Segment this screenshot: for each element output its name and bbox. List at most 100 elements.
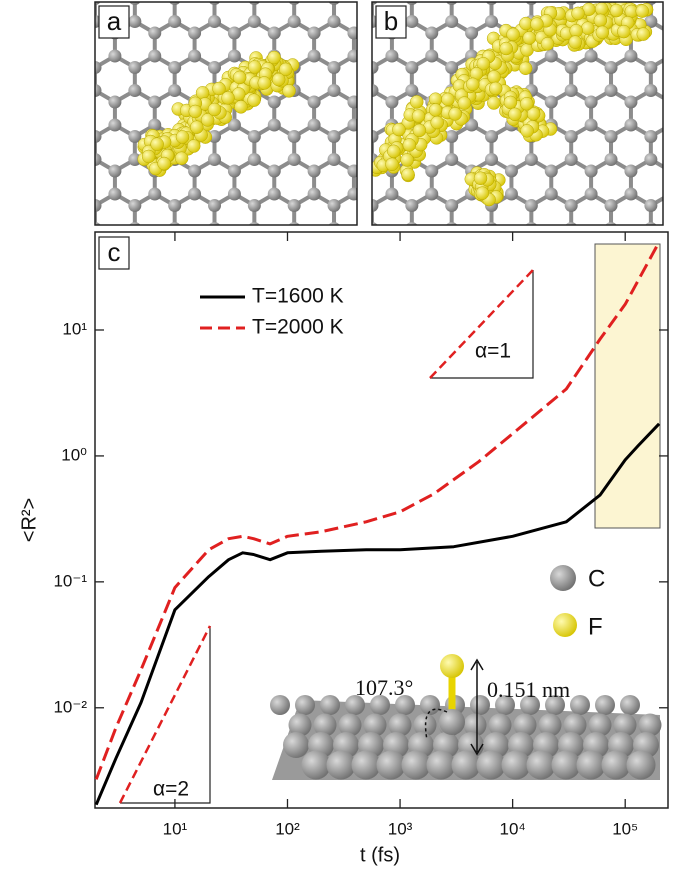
atom bbox=[405, 84, 418, 97]
panel-label: b bbox=[384, 6, 398, 36]
bond bbox=[55, 91, 75, 103]
bond bbox=[334, 229, 354, 241]
atom bbox=[108, 119, 121, 132]
bond bbox=[35, 229, 55, 241]
atom bbox=[425, 188, 438, 201]
atom bbox=[328, 15, 341, 28]
atom bbox=[465, 257, 478, 270]
fluorine-atom bbox=[413, 124, 426, 137]
atom bbox=[405, 15, 418, 28]
atom bbox=[288, 199, 301, 212]
atom bbox=[525, 199, 538, 212]
bond bbox=[234, 263, 254, 275]
carbon-atom bbox=[377, 751, 406, 780]
bond bbox=[492, 263, 512, 275]
fluorine-atom bbox=[190, 121, 203, 134]
bond bbox=[55, 56, 75, 68]
bond bbox=[254, 263, 274, 275]
bond bbox=[511, 263, 531, 275]
bond bbox=[75, 229, 95, 241]
atom bbox=[644, 61, 657, 74]
carbon-atom bbox=[627, 751, 656, 780]
fluorine-atom bbox=[581, 22, 594, 35]
fluorine-atom bbox=[151, 138, 164, 151]
atom bbox=[445, 222, 458, 235]
bond bbox=[215, 229, 235, 241]
fluorine-atom bbox=[429, 103, 442, 116]
bond bbox=[352, 229, 372, 241]
atom bbox=[248, 15, 261, 28]
highlight-region bbox=[595, 244, 660, 528]
atom bbox=[148, 50, 161, 63]
x-tick-label: 10⁴ bbox=[500, 819, 526, 838]
y-tick-label: 10¹ bbox=[62, 319, 87, 338]
bond bbox=[155, 229, 175, 241]
x-tick-label: 10² bbox=[275, 819, 300, 838]
fluorine-atom bbox=[412, 109, 425, 122]
atom bbox=[69, 119, 82, 132]
fluorine-atom bbox=[386, 158, 399, 171]
carbon-atom bbox=[327, 751, 356, 780]
bond bbox=[372, 263, 392, 275]
y-tick-label: 10⁻¹ bbox=[53, 571, 87, 590]
atom bbox=[545, 234, 558, 247]
atom bbox=[545, 257, 558, 270]
atom bbox=[69, 234, 82, 247]
bond bbox=[452, 263, 472, 275]
atom bbox=[385, 257, 398, 270]
fluorine-atom bbox=[487, 96, 500, 109]
atom bbox=[644, 199, 657, 212]
atom bbox=[387, 234, 400, 247]
x-tick-label: 10⁵ bbox=[612, 819, 638, 838]
atom bbox=[664, 165, 674, 178]
atom bbox=[49, 130, 62, 143]
atom bbox=[347, 50, 360, 63]
atom bbox=[248, 222, 261, 235]
atom bbox=[328, 84, 341, 97]
atom bbox=[188, 188, 201, 201]
bond bbox=[392, 263, 412, 275]
atom bbox=[624, 96, 637, 109]
bond bbox=[75, 194, 95, 206]
fluorine-atom bbox=[610, 4, 623, 17]
atom bbox=[346, 257, 359, 270]
atom bbox=[288, 15, 301, 28]
bond bbox=[472, 229, 492, 241]
atom bbox=[188, 27, 201, 40]
y-tick-label: 10⁰ bbox=[61, 445, 87, 464]
fluorine-atom bbox=[402, 168, 415, 181]
fluorine-atom bbox=[636, 5, 649, 18]
atom bbox=[228, 27, 241, 40]
bond bbox=[374, 229, 394, 241]
atom bbox=[108, 188, 121, 201]
atom bbox=[644, 84, 657, 97]
fluorine-atom bbox=[541, 37, 554, 50]
inset-legend-label: F bbox=[588, 613, 603, 640]
atom bbox=[308, 96, 321, 109]
bond bbox=[412, 263, 432, 275]
bond bbox=[571, 229, 591, 241]
fluorine-atom bbox=[392, 123, 405, 136]
fluorine-atom bbox=[248, 60, 261, 73]
atom bbox=[465, 27, 478, 40]
atom bbox=[308, 188, 321, 201]
atom bbox=[69, 257, 82, 270]
bond bbox=[35, 160, 55, 172]
atom bbox=[69, 27, 82, 40]
bond bbox=[452, 229, 472, 241]
atom bbox=[624, 119, 637, 132]
atom bbox=[228, 165, 241, 178]
panel-b-image bbox=[312, 0, 674, 275]
bond bbox=[314, 229, 334, 241]
bond bbox=[414, 229, 434, 241]
angle-label: 107.3° bbox=[355, 675, 413, 700]
fluorine-atom bbox=[519, 62, 532, 75]
atom bbox=[664, 257, 674, 270]
atom bbox=[425, 234, 438, 247]
atom bbox=[385, 96, 398, 109]
atom bbox=[268, 165, 281, 178]
bond bbox=[472, 263, 492, 275]
atom bbox=[425, 50, 438, 63]
fluorine-atom bbox=[520, 97, 533, 110]
fluorine-atom bbox=[504, 96, 517, 109]
